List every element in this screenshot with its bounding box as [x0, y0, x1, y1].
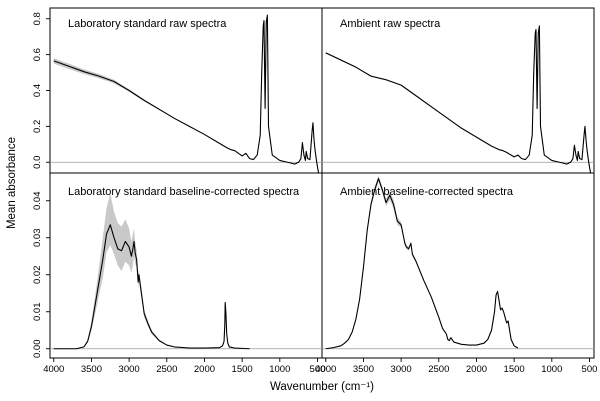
x-tick-label-col0-4: 2000 [194, 364, 215, 375]
x-tick-label-col0-3: 2500 [156, 364, 177, 375]
ribbon-lab_raw [53, 14, 319, 173]
plot-area-lab_raw [50, 14, 322, 173]
panel-frame-amb-raw [321, 7, 595, 174]
panel-frame-lab-raw [49, 7, 323, 174]
y-tick-label-row1-1: 0.01 [32, 303, 43, 322]
mean-line-lab_raw [53, 14, 320, 173]
plot-frames [49, 7, 595, 359]
plot-area-amb_bc [322, 175, 594, 350]
y-axis-label: Mean absorbance [6, 137, 18, 229]
x-tick-label-col1-7: 500 [582, 364, 598, 375]
x-tick-label-col0-2: 3000 [119, 364, 140, 375]
x-tick-label-col1-2: 3000 [391, 364, 412, 375]
x-tick-label-col1-0: 4000 [315, 364, 336, 375]
y-tick-label-row1-4: 0.04 [32, 192, 43, 211]
x-tick-label-col1-5: 1500 [504, 364, 525, 375]
mean-line-amb_bc [325, 178, 519, 350]
mean-line-lab_bc [53, 224, 250, 350]
x-tick-label-col1-6: 1000 [541, 364, 562, 375]
axes-layer: 0.0 0.2 0.4 0.6 0.8 0.00 0.01 0.02 0.03 0.04 4000 3… [32, 12, 597, 375]
x-tick-label-col1-4: 2000 [466, 364, 487, 375]
panel-title-amb-bc: Ambient baseline-corrected spectra [340, 186, 514, 198]
panel-title-lab-raw: Laboratory standard raw spectra [68, 18, 227, 30]
ribbon-lab_bc [53, 193, 250, 349]
x-tick-label-col0-7: 500 [310, 364, 326, 375]
panel-title-amb-raw: Ambient raw spectra [340, 18, 441, 30]
y-tick-label-row1-3: 0.03 [32, 229, 43, 248]
y-tick-label-row0-0: 0.0 [32, 156, 43, 169]
y-tick-label-row0-3: 0.6 [32, 48, 43, 61]
y-tick-label-row0-4: 0.8 [32, 12, 43, 25]
y-tick-label-row0-1: 0.2 [32, 120, 43, 133]
mean-line-amb_raw [325, 25, 592, 173]
x-tick-label-col0-1: 3500 [81, 364, 102, 375]
x-tick-label-col1-1: 3500 [353, 364, 374, 375]
ribbon-amb_raw [325, 25, 591, 173]
x-tick-label-col0-6: 1000 [269, 364, 290, 375]
x-tick-label-col0-0: 4000 [43, 364, 64, 375]
y-tick-label-row1-2: 0.02 [32, 266, 43, 285]
y-tick-label-row0-2: 0.4 [32, 84, 43, 97]
panel-frame-amb-bc [321, 172, 595, 359]
panel-title-lab-bc: Laboratory standard baseline-corrected s… [68, 186, 300, 198]
plot-area-lab_bc [50, 193, 322, 350]
y-tick-label-row1-0: 0.00 [32, 340, 43, 359]
plot-area-amb_raw [322, 25, 594, 173]
x-tick-label-col0-5: 1500 [232, 364, 253, 375]
x-tick-label-col1-3: 2500 [428, 364, 449, 375]
x-axis-label: Wavenumber (cm⁻¹) [270, 381, 374, 393]
data-layer [50, 14, 594, 350]
